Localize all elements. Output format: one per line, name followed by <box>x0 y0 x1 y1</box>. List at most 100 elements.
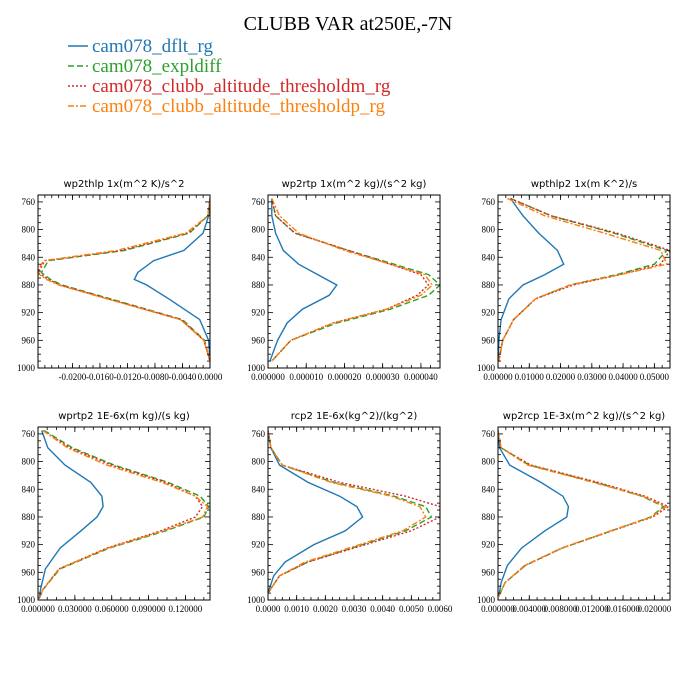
series-line-1 <box>133 198 210 362</box>
y-tick-label: 880 <box>22 280 36 290</box>
series-line-3 <box>38 198 210 362</box>
y-tick-label: 1000 <box>17 595 36 605</box>
series-line-1 <box>498 430 570 597</box>
x-tick-label: 0.060000 <box>95 604 129 614</box>
legend-label: cam078_clubb_altitude_thresholdm_rg <box>92 76 391 97</box>
series-line-2 <box>271 198 440 362</box>
x-tick-label: 0.008000 <box>544 604 578 614</box>
y-tick-label: 920 <box>252 308 266 318</box>
series-line-3 <box>498 430 670 597</box>
y-tick-label: 800 <box>22 457 36 467</box>
series-line-4 <box>38 429 209 599</box>
y-tick-label: 920 <box>252 540 266 550</box>
y-tick-label: 920 <box>482 308 496 318</box>
panel-title: wpthlp2 1x(m K^2)/s <box>531 179 637 190</box>
y-tick-label: 960 <box>482 335 496 345</box>
series-line-3 <box>268 430 440 594</box>
panel-3: wpthlp2 1x(m K^2)/s 760 800 840 880 920 960 100… <box>477 179 671 382</box>
x-tick-label: 0.120000 <box>169 604 203 614</box>
x-tick-label: 0.03000 <box>577 372 607 382</box>
y-tick-label: 880 <box>482 512 496 522</box>
series-line-4 <box>268 430 427 594</box>
y-tick-label: 920 <box>22 308 36 318</box>
legend-label: cam078_expldiff <box>92 56 222 77</box>
figure-title: CLUBB VAR at250E,-7N <box>244 13 453 35</box>
y-tick-label: 1000 <box>247 363 266 373</box>
panel-title: wp2thlp 1x(m^2 K)/s^2 <box>63 179 184 190</box>
series-line-4 <box>38 198 210 362</box>
panel-6: wp2rcp 1E-3x(m^2 kg)/(s^2 kg) 760 800 840 88… <box>477 411 672 614</box>
y-tick-label: 1000 <box>477 595 496 605</box>
y-tick-label: 760 <box>252 197 266 207</box>
x-tick-label: 0.000040 <box>404 372 438 382</box>
y-tick-label: 880 <box>22 512 36 522</box>
y-tick-label: 760 <box>482 429 496 439</box>
plot-frame <box>37 194 211 369</box>
x-tick-label: 0.0040 <box>370 604 395 614</box>
x-tick-label: -0.0200 <box>59 372 87 382</box>
x-tick-label: 0.0000 <box>198 372 223 382</box>
x-tick-label: 0.0060 <box>428 604 453 614</box>
panel-4: wprtp2 1E-6x(m kg)/(s kg) 760 800 840 880 920… <box>17 411 211 614</box>
x-tick-label: 0.05000 <box>640 372 670 382</box>
y-tick-label: 760 <box>22 429 36 439</box>
y-tick-label: 880 <box>252 280 266 290</box>
y-tick-label: 800 <box>252 225 266 235</box>
legend: cam078_dflt_rgcam078_expldiffcam078_club… <box>68 36 391 117</box>
y-tick-label: 920 <box>482 540 496 550</box>
y-tick-label: 800 <box>482 457 496 467</box>
series-line-1 <box>268 430 364 594</box>
panel-title: rcp2 1E-6x(kg^2)/(kg^2) <box>291 411 418 422</box>
panel-title: wp2rcp 1E-3x(m^2 kg)/(s^2 kg) <box>503 411 666 422</box>
x-tick-label: 0.000030 <box>366 372 400 382</box>
x-tick-label: 0.0020 <box>313 604 338 614</box>
y-tick-label: 960 <box>22 335 36 345</box>
y-tick-label: 1000 <box>247 595 266 605</box>
series-line-2 <box>38 429 210 599</box>
y-tick-label: 1000 <box>17 363 36 373</box>
x-tick-label: 0.030000 <box>58 604 92 614</box>
y-tick-label: 840 <box>22 484 36 494</box>
x-tick-label: 0.000000 <box>481 604 515 614</box>
x-tick-label: -0.0120 <box>114 372 142 382</box>
panel-2: wp2rtp 1x(m^2 kg)/(s^2 kg) 760 800 840 880 92… <box>247 179 441 382</box>
x-tick-label: 0.004000 <box>512 604 546 614</box>
y-tick-label: 960 <box>482 567 496 577</box>
legend-label: cam078_dflt_rg <box>92 36 214 57</box>
x-tick-label: 0.01000 <box>515 372 545 382</box>
x-tick-label: 0.020000 <box>637 604 671 614</box>
series-line-4 <box>498 197 668 362</box>
series-line-1 <box>269 198 338 362</box>
series-line-2 <box>40 198 210 362</box>
y-tick-label: 960 <box>252 335 266 345</box>
y-tick-label: 1000 <box>477 363 496 373</box>
y-tick-label: 880 <box>482 280 496 290</box>
x-tick-label: 0.02000 <box>546 372 576 382</box>
x-tick-label: 0.0010 <box>284 604 309 614</box>
panel-title: wp2rtp 1x(m^2 kg)/(s^2 kg) <box>282 179 427 190</box>
x-tick-label: 0.016000 <box>606 604 640 614</box>
y-tick-label: 840 <box>252 252 266 262</box>
plot-frame <box>37 426 211 601</box>
series-line-1 <box>38 430 104 599</box>
y-tick-label: 840 <box>482 252 496 262</box>
panel-1: wp2thlp 1x(m^2 K)/s^2 760 800 840 880 920 960 1… <box>17 179 223 382</box>
y-tick-label: 960 <box>22 567 36 577</box>
x-tick-label: 0.04000 <box>608 372 638 382</box>
y-tick-label: 840 <box>22 252 36 262</box>
y-tick-label: 840 <box>252 484 266 494</box>
y-tick-label: 840 <box>482 484 496 494</box>
panel-5: rcp2 1E-6x(kg^2)/(kg^2) 760 800 840 880 920 96… <box>247 411 453 614</box>
x-tick-label: -0.0040 <box>169 372 197 382</box>
series-line-4 <box>271 198 434 362</box>
y-tick-label: 760 <box>22 197 36 207</box>
y-tick-label: 760 <box>252 429 266 439</box>
y-tick-label: 800 <box>252 457 266 467</box>
x-tick-label: 0.000000 <box>251 372 285 382</box>
y-tick-label: 920 <box>22 540 36 550</box>
panel-title: wprtp2 1E-6x(m kg)/(s kg) <box>58 411 190 422</box>
legend-label: cam078_clubb_altitude_thresholdp_rg <box>92 96 386 117</box>
panel-grid: wp2thlp 1x(m^2 K)/s^2 760 800 840 880 920 960 1… <box>17 179 672 614</box>
